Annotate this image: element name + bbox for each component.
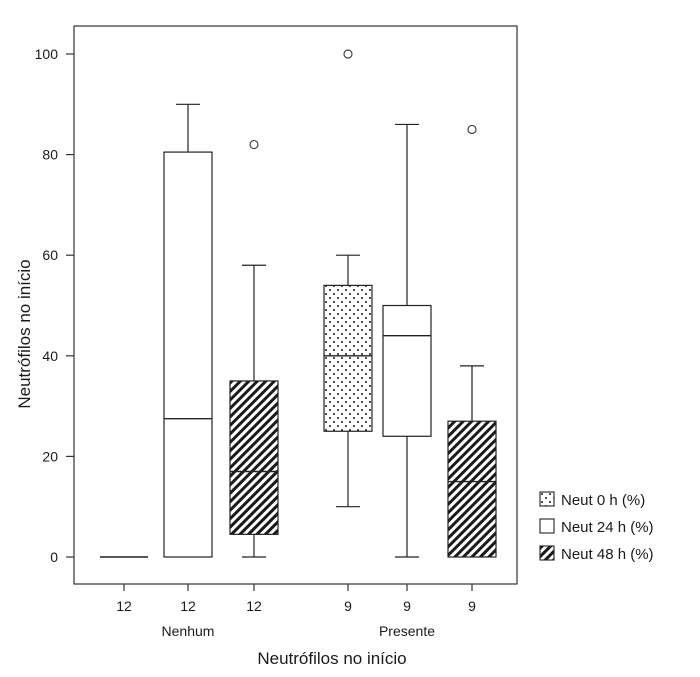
y-axis-title: Neutrófilos no início: [15, 259, 34, 408]
legend-swatch: [539, 518, 555, 534]
box-body: [382, 304, 432, 437]
legend: Neut 0 h (%) Neut 24 h (%) Neut 48 h (%): [539, 491, 654, 563]
box-4: [323, 49, 373, 508]
box-6: [447, 124, 497, 558]
outlier-point: [343, 49, 353, 59]
plot-frame: [73, 25, 518, 585]
boxes-layer: [100, 49, 497, 558]
x-axis: 12 12 12 9 9 9 Nenhum Presente: [116, 584, 476, 639]
legend-label: Neut 24 h (%): [561, 519, 654, 536]
outlier-point: [467, 124, 477, 135]
n-label: 12: [246, 598, 262, 614]
box-3: [229, 139, 279, 558]
box-body: [447, 420, 497, 558]
legend-label: Neut 48 h (%): [561, 546, 654, 563]
legend-swatch: [539, 545, 555, 561]
outlier-point: [249, 139, 259, 150]
n-label: 9: [403, 598, 411, 614]
legend-swatch: [539, 491, 555, 507]
y-tick-label: 40: [42, 348, 58, 364]
box-body: [229, 380, 279, 535]
y-tick-label: 20: [42, 448, 58, 464]
y-axis: 0 20 40 60 80 100: [35, 46, 74, 565]
box-2: [163, 103, 213, 558]
y-tick-label: 60: [42, 247, 58, 263]
legend-label: Neut 0 h (%): [561, 492, 645, 509]
box-body: [163, 151, 213, 558]
n-label: 9: [468, 598, 476, 614]
n-label: 9: [344, 598, 352, 614]
x-axis-title: Neutrófilos no início: [257, 649, 406, 668]
box-body: [323, 284, 373, 432]
y-tick-label: 0: [50, 549, 58, 565]
y-tick-label: 80: [42, 147, 58, 163]
n-label: 12: [180, 598, 196, 614]
group-label: Presente: [379, 623, 435, 639]
y-tick-label: 100: [35, 46, 59, 62]
n-label: 12: [116, 598, 132, 614]
group-label: Nenhum: [162, 623, 215, 639]
box-5: [382, 123, 432, 558]
